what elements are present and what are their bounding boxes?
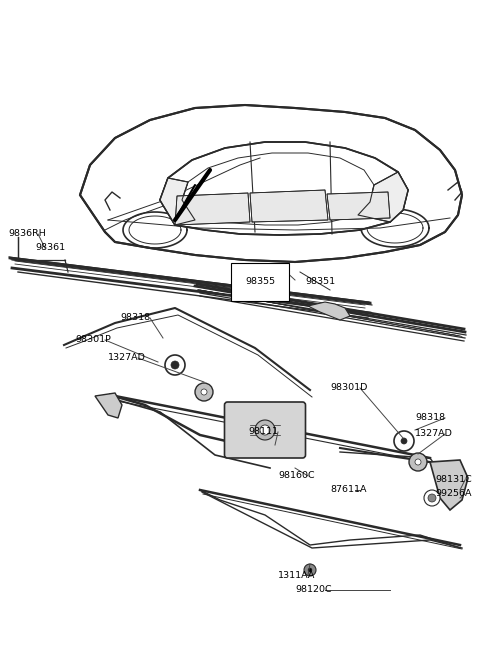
Circle shape (394, 431, 414, 451)
Text: 98301D: 98301D (330, 384, 367, 392)
Circle shape (401, 438, 407, 444)
Text: 98120C: 98120C (295, 585, 332, 595)
Circle shape (255, 420, 275, 440)
Circle shape (260, 425, 270, 435)
Text: 98351: 98351 (305, 278, 335, 286)
Polygon shape (160, 142, 408, 235)
Text: 98160C: 98160C (278, 472, 314, 480)
Text: 1311AA: 1311AA (278, 571, 315, 579)
Text: 9835LH: 9835LH (252, 264, 288, 272)
Text: 98111: 98111 (248, 428, 278, 436)
Text: 98131C: 98131C (435, 476, 472, 484)
Circle shape (165, 355, 185, 375)
Polygon shape (430, 460, 468, 510)
Polygon shape (250, 190, 328, 222)
Polygon shape (327, 192, 390, 220)
Circle shape (409, 453, 427, 471)
Text: 9836RH: 9836RH (8, 230, 46, 238)
Polygon shape (175, 193, 250, 225)
Text: 1327AD: 1327AD (415, 430, 453, 438)
Circle shape (195, 383, 213, 401)
Text: 98301P: 98301P (75, 336, 111, 344)
Circle shape (415, 459, 421, 465)
Circle shape (171, 361, 179, 369)
Circle shape (201, 389, 207, 395)
Text: 98355: 98355 (245, 278, 275, 286)
Text: 98318: 98318 (120, 314, 150, 322)
Text: 99256A: 99256A (435, 490, 471, 498)
Polygon shape (358, 172, 408, 222)
Polygon shape (80, 105, 462, 262)
Text: 98318: 98318 (415, 414, 445, 422)
Text: 98361: 98361 (35, 244, 65, 252)
Text: 87611A: 87611A (330, 486, 367, 494)
Circle shape (428, 494, 436, 502)
Polygon shape (95, 393, 122, 418)
Polygon shape (308, 302, 350, 320)
FancyBboxPatch shape (225, 402, 305, 458)
Circle shape (424, 490, 440, 506)
Polygon shape (160, 178, 195, 225)
Circle shape (304, 564, 316, 576)
Circle shape (308, 568, 312, 572)
Text: 1327AD: 1327AD (108, 354, 146, 362)
